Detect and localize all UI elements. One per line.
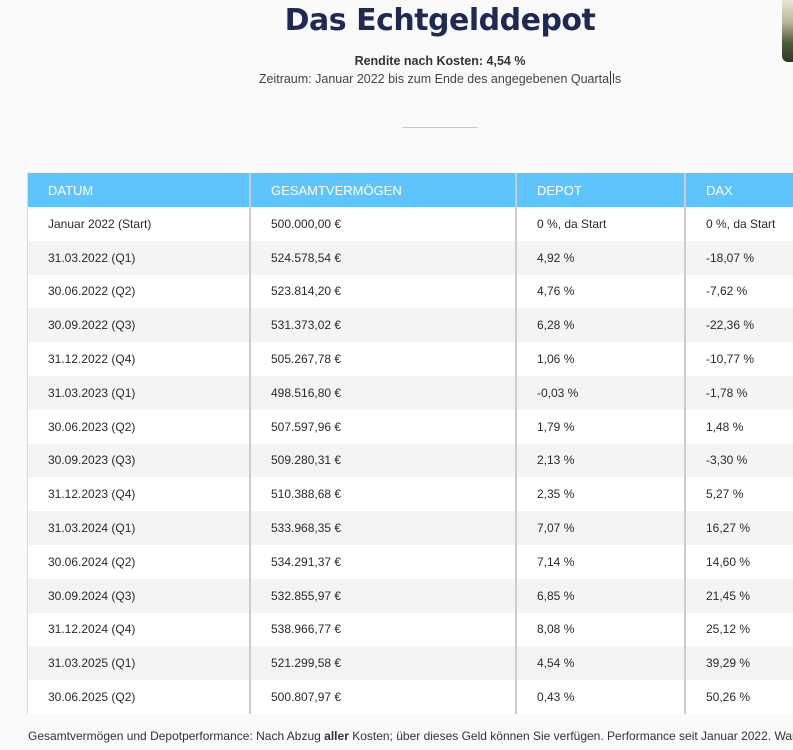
cell-total-assets: 532.855,97 € (250, 578, 517, 613)
cell-dax: 14,60 % (685, 544, 793, 579)
period-text-end: ls (612, 72, 622, 86)
cell-total-assets: 531.373,02 € (250, 308, 517, 343)
cell-depot: -0,03 % (516, 375, 686, 410)
footnote-text-start: Gesamtvermögen und Depotperformance: Nac… (28, 729, 325, 743)
cell-dax: -18,07 % (685, 240, 793, 275)
cell-dax: -3,30 % (685, 443, 793, 478)
cell-depot: 1,79 % (516, 409, 686, 444)
table-row: 31.12.2023 (Q4) 510.388,68 € 2,35 % 5,27… (28, 477, 793, 512)
table-row: Januar 2022 (Start) 500.000,00 € 0 %, da… (28, 207, 793, 241)
cell-depot: 7,14 % (516, 544, 686, 579)
cell-dax: 50,26 % (685, 680, 793, 714)
table-row: 30.09.2023 (Q3) 509.280,31 € 2,13 % -3,3… (28, 443, 793, 478)
cell-date: 31.12.2022 (Q4) (28, 342, 251, 376)
table-row: 30.06.2022 (Q2) 523.814,20 € 4,76 % -7,6… (28, 274, 793, 309)
cell-total-assets: 509.280,31 € (250, 443, 517, 478)
page-title: Das Echtgelddepot (284, 3, 596, 38)
thumbnail-image[interactable] (782, 0, 793, 62)
table-row: 31.12.2024 (Q4) 538.966,77 € 8,08 % 25,1… (28, 612, 793, 647)
table-row: 30.06.2025 (Q2) 500.807,97 € 0,43 % 50,2… (28, 680, 793, 714)
cell-total-assets: 507.597,96 € (250, 409, 517, 444)
footnote: Gesamtvermögen und Depotperformance: Nac… (28, 729, 793, 743)
cell-dax: 5,27 % (685, 477, 793, 512)
column-header-depot: DEPOT (516, 173, 686, 207)
cell-date: 31.03.2025 (Q1) (28, 646, 251, 681)
table-header-row: DATUM GESAMTVERMÖGEN DEPOT DAX (28, 173, 793, 207)
cell-dax: -1,78 % (685, 375, 793, 410)
cell-date: 31.03.2023 (Q1) (28, 375, 251, 410)
cell-depot: 0 %, da Start (516, 207, 686, 241)
text-cursor (610, 71, 612, 85)
cell-depot: 2,35 % (516, 477, 686, 512)
cell-date: 30.09.2023 (Q3) (28, 443, 251, 478)
cell-total-assets: 538.966,77 € (250, 612, 517, 647)
cell-total-assets: 534.291,37 € (250, 544, 517, 579)
column-header-date: DATUM (28, 173, 251, 207)
cell-total-assets: 523.814,20 € (250, 274, 517, 309)
cell-date: Januar 2022 (Start) (28, 207, 251, 241)
cell-depot: 1,06 % (516, 342, 686, 376)
cell-date: 30.06.2022 (Q2) (28, 274, 251, 309)
cell-dax: 0 %, da Start (685, 207, 793, 241)
cell-total-assets: 524.578,54 € (250, 240, 517, 275)
cell-dax: 1,48 % (685, 409, 793, 444)
table-row: 30.09.2024 (Q3) 532.855,97 € 6,85 % 21,4… (28, 578, 793, 613)
cell-depot: 4,92 % (516, 240, 686, 275)
cell-date: 30.09.2022 (Q3) (28, 308, 251, 343)
cell-date: 30.06.2023 (Q2) (28, 409, 251, 444)
table-row: 31.03.2022 (Q1) 524.578,54 € 4,92 % -18,… (28, 240, 793, 275)
divider (403, 127, 477, 128)
table-row: 31.03.2024 (Q1) 533.968,35 € 7,07 % 16,2… (28, 511, 793, 545)
cell-dax: -10,77 % (685, 342, 793, 376)
cell-depot: 6,28 % (516, 308, 686, 343)
cell-date: 30.09.2024 (Q3) (28, 578, 251, 613)
cell-date: 30.06.2024 (Q2) (28, 544, 251, 579)
period-text: Zeitraum: Januar 2022 bis zum Ende des a… (0, 71, 793, 86)
cell-total-assets: 498.516,80 € (250, 375, 517, 410)
footnote-text-end: Kosten; über dieses Geld können Sie verf… (348, 729, 793, 743)
table-row: 31.03.2023 (Q1) 498.516,80 € -0,03 % -1,… (28, 375, 793, 410)
table-row: 30.09.2022 (Q3) 531.373,02 € 6,28 % -22,… (28, 308, 793, 343)
table-row: 30.06.2023 (Q2) 507.597,96 € 1,79 % 1,48… (28, 409, 793, 444)
table-row: 30.06.2024 (Q2) 534.291,37 € 7,14 % 14,6… (28, 544, 793, 579)
cell-date: 31.03.2022 (Q1) (28, 240, 251, 275)
table-row: 31.12.2022 (Q4) 505.267,78 € 1,06 % -10,… (28, 342, 793, 376)
column-header-total-assets: GESAMTVERMÖGEN (250, 173, 517, 207)
cell-dax: 39,29 % (685, 646, 793, 681)
cell-depot: 0,43 % (516, 680, 686, 714)
cell-date: 31.12.2023 (Q4) (28, 477, 251, 512)
cell-depot: 2,13 % (516, 443, 686, 478)
cell-dax: 21,45 % (685, 578, 793, 613)
cell-depot: 7,07 % (516, 511, 686, 545)
cell-total-assets: 510.388,68 € (250, 477, 517, 512)
cell-depot: 4,54 % (516, 646, 686, 681)
cell-total-assets: 500.807,97 € (250, 680, 517, 714)
cell-total-assets: 500.000,00 € (250, 207, 517, 241)
cell-dax: 25,12 % (685, 612, 793, 647)
cell-depot: 6,85 % (516, 578, 686, 613)
cell-date: 31.03.2024 (Q1) (28, 511, 251, 545)
cell-dax: -22,36 % (685, 308, 793, 343)
cell-date: 30.06.2025 (Q2) (28, 680, 251, 714)
cell-dax: -7,62 % (685, 274, 793, 309)
column-header-dax: DAX (685, 173, 793, 207)
cell-total-assets: 533.968,35 € (250, 511, 517, 545)
cell-depot: 8,08 % (516, 612, 686, 647)
table-row: 31.03.2025 (Q1) 521.299,58 € 4,54 % 39,2… (28, 646, 793, 681)
depot-table-container: DATUM GESAMTVERMÖGEN DEPOT DAX Januar 20… (27, 173, 793, 714)
cell-total-assets: 521.299,58 € (250, 646, 517, 681)
cell-dax: 16,27 % (685, 511, 793, 545)
period-text-start: Zeitraum: Januar 2022 bis zum Ende des a… (258, 72, 610, 86)
cell-depot: 4,76 % (516, 274, 686, 309)
return-after-costs: Rendite nach Kosten: 4,54 % (354, 54, 526, 68)
cell-date: 31.12.2024 (Q4) (28, 612, 251, 647)
depot-table: DATUM GESAMTVERMÖGEN DEPOT DAX Januar 20… (28, 173, 793, 714)
footnote-emphasis: aller (324, 729, 349, 743)
cell-total-assets: 505.267,78 € (250, 342, 517, 376)
